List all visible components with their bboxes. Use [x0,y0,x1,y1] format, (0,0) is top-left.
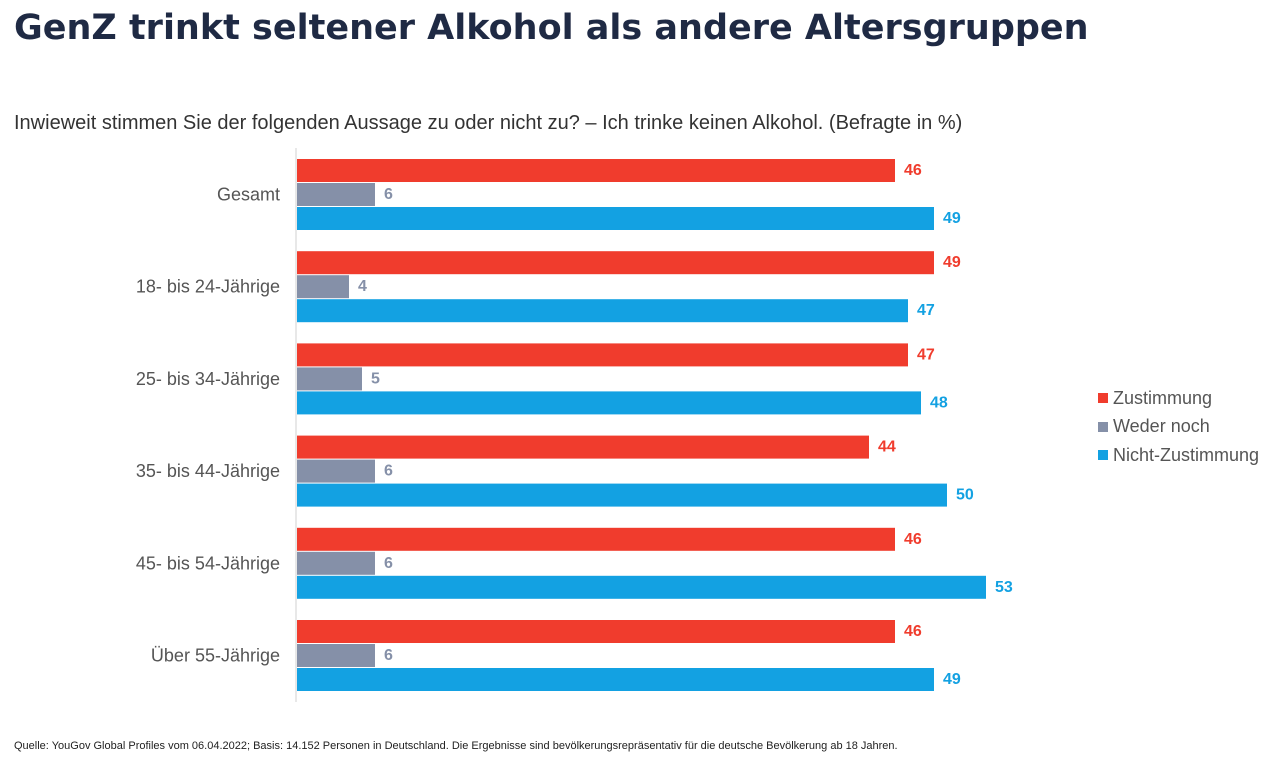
value-label-weder-noch-ueber-55-jaehrige: 6 [384,647,393,664]
chart-subtitle: Inwieweit stimmen Sie der folgenden Auss… [14,112,963,134]
bar-zustimmung-35-bis-44-jaehrige [297,435,869,459]
legend-label: Zustimmung [1113,387,1213,408]
source-note: Quelle: YouGov Global Profiles vom 06.04… [14,740,898,752]
value-label-nicht-zustimmung-45-bis-54-jaehrige: 53 [995,579,1013,596]
bar-zustimmung-25-bis-34-jaehrige [297,343,908,367]
bar-zustimmung-gesamt [297,159,895,182]
bar-weder-noch-gesamt [297,183,375,206]
value-label-zustimmung-25-bis-34-jaehrige: 47 [917,346,935,363]
value-label-zustimmung-45-bis-54-jaehrige: 46 [904,531,922,548]
bar-weder-noch-18-bis-24-jaehrige [297,275,349,299]
value-label-weder-noch-35-bis-44-jaehrige: 6 [384,463,393,480]
bar-weder-noch-25-bis-34-jaehrige [297,367,362,391]
value-label-nicht-zustimmung-25-bis-34-jaehrige: 48 [930,394,948,411]
category-label-ueber-55-jaehrige: Über 55-Jährige [151,646,280,666]
value-label-weder-noch-18-bis-24-jaehrige: 4 [358,278,367,295]
category-label-gesamt: Gesamt [217,185,280,205]
bar-nicht-zustimmung-gesamt [297,207,934,230]
bar-nicht-zustimmung-ueber-55-jaehrige [297,668,934,691]
bar-chart: Gesamt 46 6 49 18- bis 24-Jährige 49 4 47 25- bi… [136,148,1013,702]
value-label-weder-noch-25-bis-34-jaehrige: 5 [371,370,380,387]
bar-weder-noch-45-bis-54-jaehrige [297,551,375,575]
legend-item-zustimmung: Zustimmung [1098,384,1259,413]
value-label-nicht-zustimmung-18-bis-24-jaehrige: 47 [917,302,935,319]
bar-zustimmung-45-bis-54-jaehrige [297,527,895,551]
value-label-zustimmung-18-bis-24-jaehrige: 49 [943,254,961,271]
category-label-25-bis-34-jaehrige: 25- bis 34-Jährige [136,369,280,389]
legend-label: Weder noch [1113,416,1210,437]
value-label-nicht-zustimmung-35-bis-44-jaehrige: 50 [956,487,974,504]
bar-zustimmung-18-bis-24-jaehrige [297,251,934,275]
value-label-weder-noch-gesamt: 6 [384,186,393,203]
legend-swatch [1098,450,1108,461]
category-label-18-bis-24-jaehrige: 18- bis 24-Jährige [136,277,280,297]
legend-item-weder-noch: Weder noch [1098,413,1259,442]
bar-nicht-zustimmung-45-bis-54-jaehrige [297,575,986,599]
bar-zustimmung-ueber-55-jaehrige [297,620,895,643]
chart-legend: Zustimmung Weder noch Nicht-Zustimmung [1098,384,1259,470]
value-label-zustimmung-gesamt: 46 [904,162,922,179]
bar-nicht-zustimmung-18-bis-24-jaehrige [297,299,908,323]
category-label-35-bis-44-jaehrige: 35- bis 44-Jährige [136,461,280,481]
chart-title: GenZ trinkt seltener Alkohol als andere … [14,8,1089,48]
bar-nicht-zustimmung-35-bis-44-jaehrige [297,483,947,507]
value-label-nicht-zustimmung-gesamt: 49 [943,210,961,227]
legend-swatch [1098,393,1108,404]
legend-label: Nicht-Zustimmung [1113,444,1260,465]
value-label-zustimmung-ueber-55-jaehrige: 46 [904,623,922,640]
value-label-zustimmung-35-bis-44-jaehrige: 44 [878,439,896,456]
bar-weder-noch-35-bis-44-jaehrige [297,459,375,483]
category-label-45-bis-54-jaehrige: 45- bis 54-Jährige [136,553,280,573]
bar-nicht-zustimmung-25-bis-34-jaehrige [297,391,921,415]
bar-weder-noch-ueber-55-jaehrige [297,644,375,667]
legend-item-nicht-zustimmung: Nicht-Zustimmung [1098,441,1259,470]
value-label-nicht-zustimmung-ueber-55-jaehrige: 49 [943,671,961,688]
legend-swatch [1098,421,1108,432]
value-label-weder-noch-45-bis-54-jaehrige: 6 [384,555,393,572]
